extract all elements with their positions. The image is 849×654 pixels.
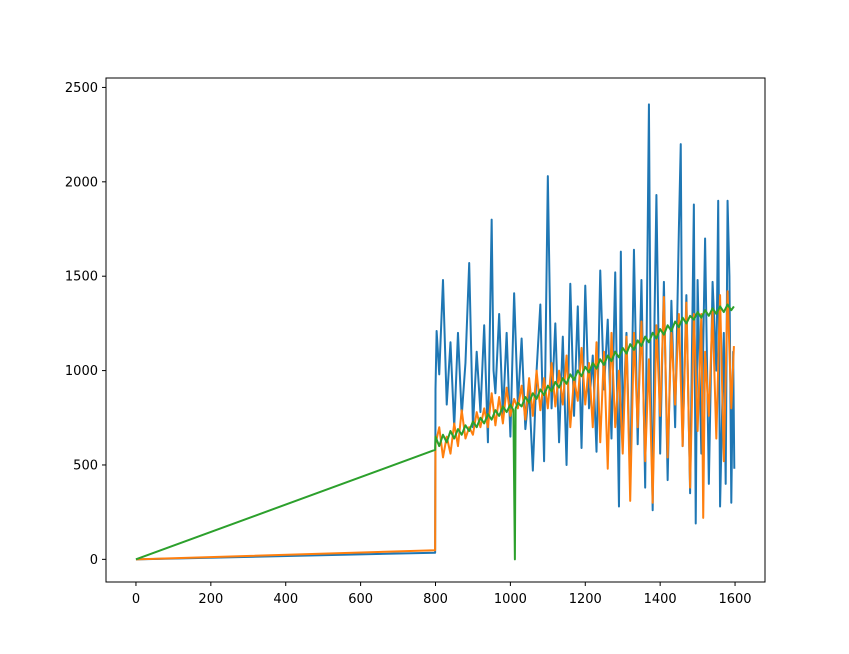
y-axis: 0 500 1000 1500 2000 2500 — [65, 81, 106, 568]
y-tick-label: 500 — [73, 458, 98, 473]
x-tick-label: 1400 — [644, 592, 677, 607]
x-tick-label: 400 — [273, 592, 298, 607]
y-tick-label: 2500 — [65, 81, 98, 96]
x-tick-label: 200 — [198, 592, 223, 607]
x-tick-label: 1600 — [718, 592, 751, 607]
x-tick-label: 1000 — [494, 592, 527, 607]
series-line-2 — [135, 290, 735, 561]
y-tick-label: 0 — [90, 553, 98, 568]
x-tick-label: 1200 — [569, 592, 602, 607]
x-axis: 0 200 400 600 800 1000 1200 1400 1600 — [132, 582, 752, 607]
y-tick-label: 1000 — [65, 364, 98, 379]
x-tick-label: 0 — [132, 592, 140, 607]
series-line-1 — [135, 103, 736, 561]
x-tick-label: 600 — [348, 592, 373, 607]
x-tick-label: 800 — [423, 592, 448, 607]
y-tick-label: 1500 — [65, 270, 98, 285]
series-layer — [135, 103, 736, 561]
series-line-3 — [135, 303, 735, 561]
y-tick-label: 2000 — [65, 175, 98, 190]
